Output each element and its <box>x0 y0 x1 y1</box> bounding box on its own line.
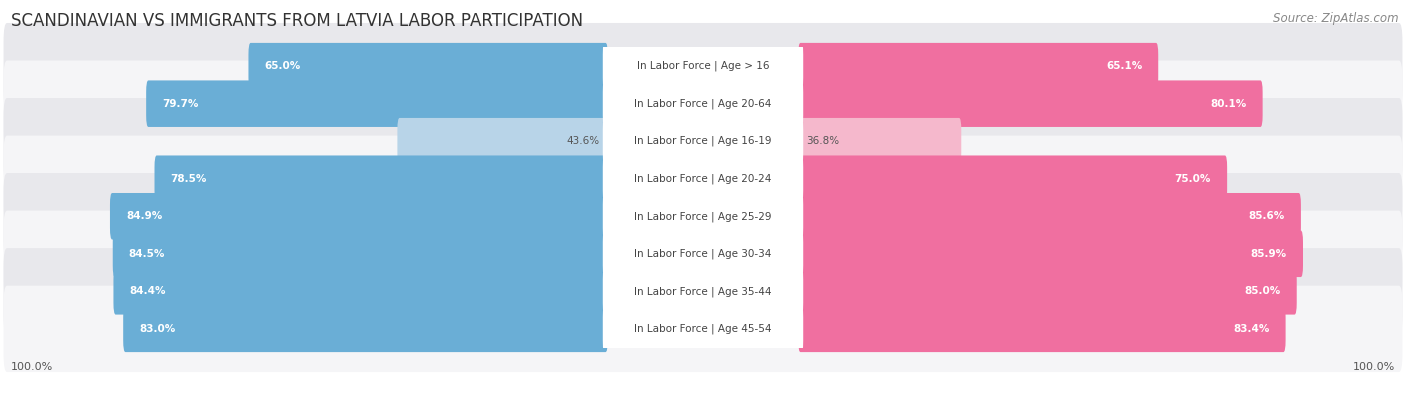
FancyBboxPatch shape <box>146 81 607 127</box>
FancyBboxPatch shape <box>110 193 607 239</box>
FancyBboxPatch shape <box>799 118 962 164</box>
FancyBboxPatch shape <box>124 306 607 352</box>
Text: 85.9%: 85.9% <box>1251 249 1286 259</box>
FancyBboxPatch shape <box>603 227 803 280</box>
FancyBboxPatch shape <box>4 173 1402 260</box>
Text: 65.1%: 65.1% <box>1107 61 1142 71</box>
Text: 78.5%: 78.5% <box>170 174 207 184</box>
Text: 83.4%: 83.4% <box>1233 324 1270 334</box>
Text: 36.8%: 36.8% <box>806 136 839 146</box>
FancyBboxPatch shape <box>603 152 803 205</box>
Text: 43.6%: 43.6% <box>567 136 600 146</box>
FancyBboxPatch shape <box>4 23 1402 109</box>
Text: 100.0%: 100.0% <box>10 362 53 372</box>
Text: 84.4%: 84.4% <box>129 286 166 296</box>
Text: In Labor Force | Age 20-24: In Labor Force | Age 20-24 <box>634 173 772 184</box>
Text: 84.9%: 84.9% <box>127 211 162 221</box>
FancyBboxPatch shape <box>603 302 803 356</box>
FancyBboxPatch shape <box>4 98 1402 184</box>
FancyBboxPatch shape <box>799 156 1227 202</box>
Text: In Labor Force | Age > 16: In Labor Force | Age > 16 <box>637 61 769 71</box>
Text: In Labor Force | Age 35-44: In Labor Force | Age 35-44 <box>634 286 772 297</box>
FancyBboxPatch shape <box>4 248 1402 335</box>
FancyBboxPatch shape <box>799 193 1301 239</box>
Text: 83.0%: 83.0% <box>139 324 176 334</box>
FancyBboxPatch shape <box>603 40 803 93</box>
FancyBboxPatch shape <box>799 81 1263 127</box>
Text: 75.0%: 75.0% <box>1174 174 1211 184</box>
FancyBboxPatch shape <box>799 231 1303 277</box>
FancyBboxPatch shape <box>799 268 1296 314</box>
Text: In Labor Force | Age 45-54: In Labor Force | Age 45-54 <box>634 324 772 334</box>
Text: In Labor Force | Age 25-29: In Labor Force | Age 25-29 <box>634 211 772 222</box>
FancyBboxPatch shape <box>603 77 803 130</box>
FancyBboxPatch shape <box>249 43 607 89</box>
FancyBboxPatch shape <box>112 231 607 277</box>
FancyBboxPatch shape <box>155 156 607 202</box>
Text: SCANDINAVIAN VS IMMIGRANTS FROM LATVIA LABOR PARTICIPATION: SCANDINAVIAN VS IMMIGRANTS FROM LATVIA L… <box>11 12 583 30</box>
FancyBboxPatch shape <box>4 60 1402 147</box>
FancyBboxPatch shape <box>398 118 607 164</box>
Text: 65.0%: 65.0% <box>264 61 301 71</box>
Text: 100.0%: 100.0% <box>1353 362 1396 372</box>
FancyBboxPatch shape <box>4 135 1402 222</box>
Text: 85.0%: 85.0% <box>1244 286 1281 296</box>
FancyBboxPatch shape <box>114 268 607 314</box>
Text: 79.7%: 79.7% <box>162 99 198 109</box>
Text: In Labor Force | Age 16-19: In Labor Force | Age 16-19 <box>634 136 772 147</box>
FancyBboxPatch shape <box>4 286 1402 372</box>
FancyBboxPatch shape <box>603 265 803 318</box>
FancyBboxPatch shape <box>799 306 1285 352</box>
Text: Source: ZipAtlas.com: Source: ZipAtlas.com <box>1274 12 1399 25</box>
Text: 85.6%: 85.6% <box>1249 211 1285 221</box>
Text: 80.1%: 80.1% <box>1211 99 1247 109</box>
FancyBboxPatch shape <box>603 115 803 168</box>
Text: In Labor Force | Age 20-64: In Labor Force | Age 20-64 <box>634 98 772 109</box>
Text: 84.5%: 84.5% <box>129 249 165 259</box>
FancyBboxPatch shape <box>799 43 1159 89</box>
FancyBboxPatch shape <box>603 190 803 243</box>
Text: In Labor Force | Age 30-34: In Labor Force | Age 30-34 <box>634 248 772 259</box>
FancyBboxPatch shape <box>4 211 1402 297</box>
